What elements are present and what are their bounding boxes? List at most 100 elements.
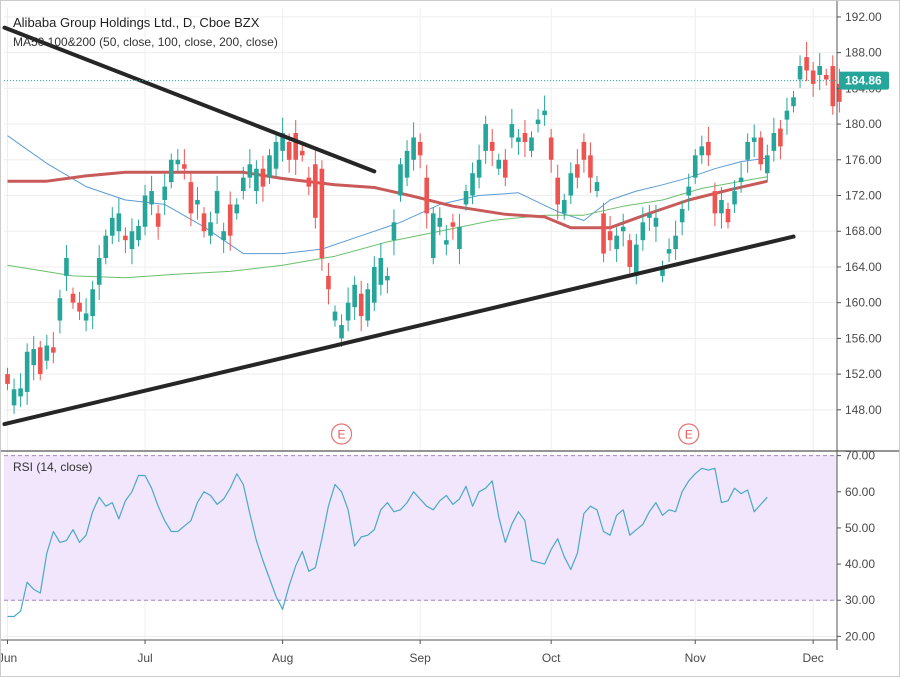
candle-body [489, 141, 495, 151]
candle-body [673, 235, 678, 250]
candle [673, 220, 678, 260]
candle-body [778, 128, 783, 147]
price-tick-label: 172.00 [845, 189, 882, 203]
price-tick-label: 152.00 [845, 367, 882, 381]
candle-body [221, 231, 226, 241]
candle [627, 233, 633, 274]
candle-body [136, 225, 141, 241]
candle [44, 334, 50, 370]
candle [5, 367, 10, 391]
candle-body [18, 388, 23, 397]
candle-body [123, 235, 128, 241]
indicator-legend[interactable]: MA50 100&200 (50, close, 100, close, 200… [13, 35, 278, 49]
candle [686, 173, 691, 211]
candle [699, 135, 705, 164]
candle-body [666, 249, 672, 254]
rsi-tick-label: 60.00 [845, 485, 875, 499]
candle-body [634, 244, 639, 276]
candle [548, 128, 554, 173]
candle-body [444, 240, 449, 245]
candle [732, 180, 737, 213]
candle [11, 378, 17, 414]
time-axis[interactable]: Jun Jul Aug Sep Oct Nov Dec [0, 640, 824, 665]
candle [489, 128, 495, 167]
candle [208, 211, 213, 245]
earnings-circle [678, 423, 700, 445]
candle [110, 207, 115, 245]
rsi-axis[interactable]: 70.00 60.00 50.00 40.00 30.00 20.00 [837, 449, 875, 644]
candle-body [372, 266, 377, 303]
candle-body [83, 313, 89, 321]
candle [306, 166, 312, 196]
candle [679, 200, 685, 236]
candle-body [745, 141, 750, 160]
candle-body [725, 208, 731, 223]
candle [332, 305, 338, 327]
lower-trendline[interactable] [2, 234, 796, 427]
candle [37, 341, 43, 381]
candle [201, 207, 207, 238]
upper-trendline[interactable] [2, 25, 377, 174]
candle-body [306, 177, 312, 187]
candle-body [358, 293, 364, 317]
candle [247, 149, 253, 189]
candle-body [575, 164, 580, 178]
rsi-legend[interactable]: RSI (14, close) [13, 460, 92, 474]
candle-body [555, 177, 560, 205]
candle-body [706, 141, 711, 156]
rsi-tick-label: 40.00 [845, 557, 875, 571]
candle-body [640, 222, 646, 241]
trendlines [2, 25, 796, 427]
price-tick-label: 160.00 [845, 296, 882, 310]
candle [424, 164, 429, 229]
candles [5, 41, 842, 414]
candle-body [561, 199, 567, 214]
candle-body [70, 293, 76, 303]
candle-body [719, 199, 724, 214]
candle-body [457, 226, 462, 250]
candle [640, 207, 646, 251]
candle [817, 53, 822, 91]
candle [149, 175, 154, 216]
candle [430, 207, 436, 265]
candle-body [548, 137, 554, 160]
candle [18, 373, 23, 408]
candle-body [758, 137, 764, 165]
earnings-marker[interactable]: E [678, 423, 700, 445]
candle-body [365, 289, 371, 321]
candle [319, 160, 325, 271]
candle-body [339, 324, 344, 339]
candle [765, 144, 770, 182]
price-tick-label: 176.00 [845, 153, 882, 167]
candle-body [103, 235, 109, 259]
candle [142, 184, 148, 236]
candle [155, 204, 161, 240]
candle [227, 191, 233, 251]
candle-body [601, 213, 606, 254]
candle [470, 162, 475, 204]
candle [653, 204, 659, 242]
earnings-marker[interactable]: E [330, 423, 353, 445]
time-tick-label: Jun [0, 651, 17, 665]
candle [516, 128, 521, 155]
candle-body [686, 186, 691, 196]
candle [378, 242, 384, 296]
candle-body [588, 155, 593, 178]
candle-body [214, 191, 220, 214]
candle-body [188, 182, 194, 214]
candle-body [326, 275, 331, 290]
candle-body [692, 155, 698, 178]
candle-body [463, 191, 469, 205]
last-price-badge: 184.86 [839, 71, 889, 90]
candle-body [430, 213, 436, 259]
price-axis[interactable]: 192.00188.00184.00180.00176.00172.00168.… [837, 10, 882, 417]
candle [607, 216, 613, 251]
candle [791, 91, 796, 113]
candle-body [797, 66, 803, 80]
candle [96, 245, 102, 300]
candle [575, 149, 580, 189]
candle-body [496, 159, 502, 169]
candle-body [771, 133, 777, 151]
